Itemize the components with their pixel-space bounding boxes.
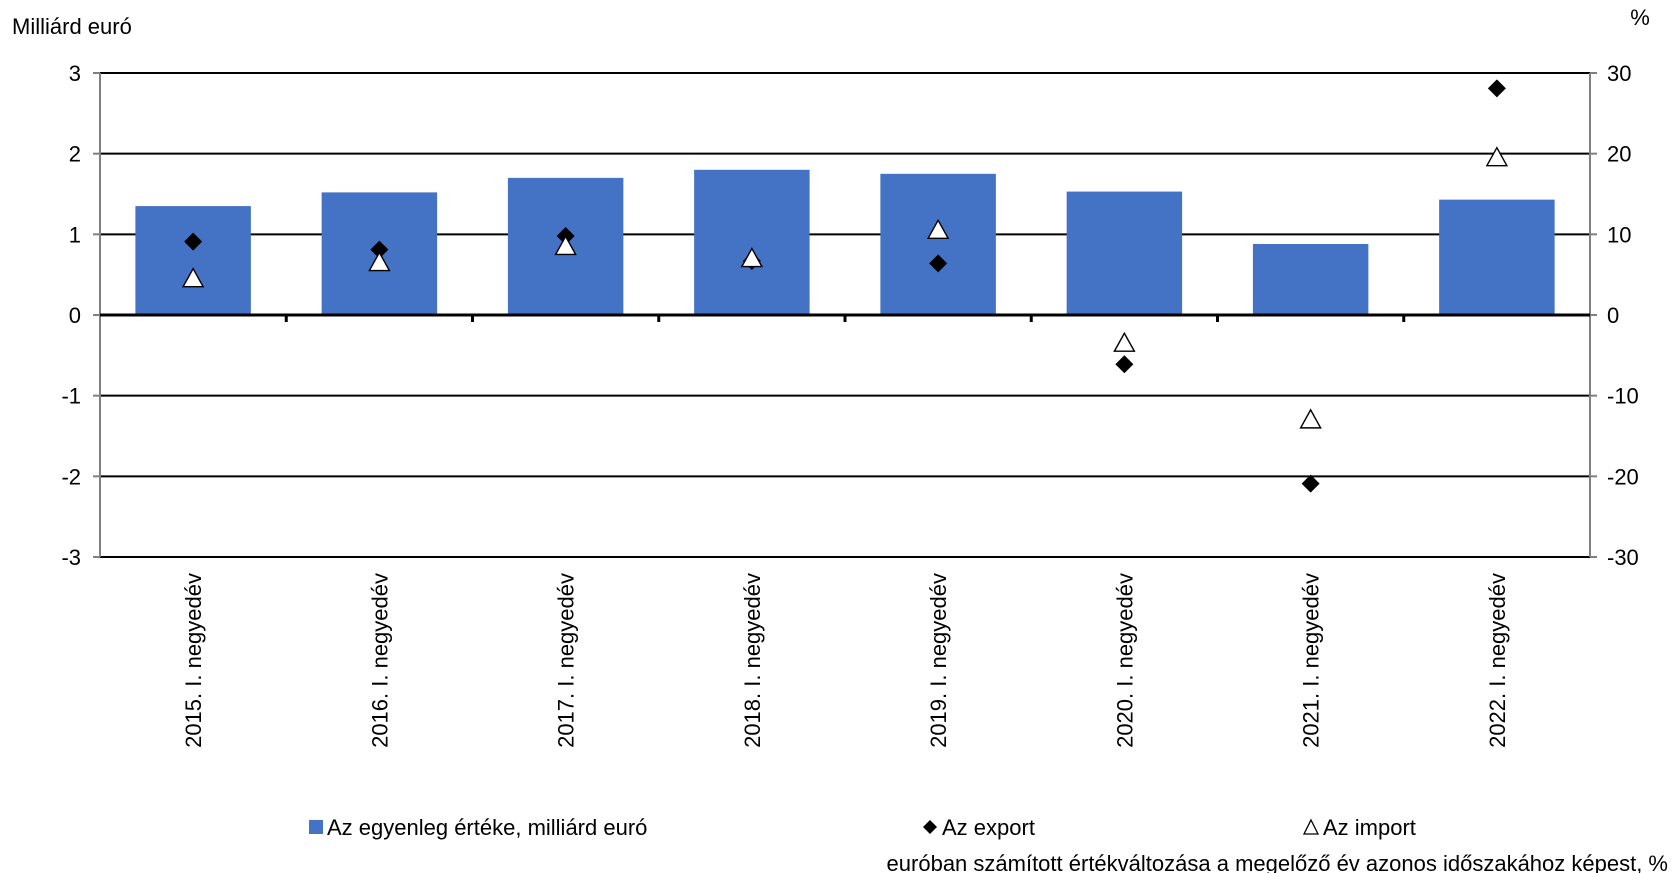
right-tick-label: 0 <box>1607 303 1619 328</box>
import-marker <box>740 247 764 268</box>
right-axis-title: % <box>1630 5 1650 30</box>
export-marker <box>1487 79 1506 98</box>
import-marker <box>554 234 577 256</box>
legend-import-marker <box>1302 818 1320 835</box>
right-tick-label: -30 <box>1607 545 1639 570</box>
marker-series <box>181 79 1509 493</box>
legend: Az egyenleg értéke, milliárd euró Az exp… <box>309 815 1668 873</box>
export-marker <box>370 240 389 259</box>
left-tick-label: -3 <box>61 545 81 570</box>
left-tick-label: -2 <box>61 464 81 489</box>
legend-import-label: Az import <box>1323 815 1416 840</box>
axes <box>93 72 1597 558</box>
left-tick-label: 3 <box>69 61 81 86</box>
right-tick-label: 30 <box>1607 61 1631 86</box>
bar <box>880 173 996 315</box>
category-label: 2022. I. negyedév <box>1485 573 1510 748</box>
left-tick-label: -1 <box>61 384 81 409</box>
category-label: 2020. I. negyedév <box>1112 573 1137 748</box>
legend-export-label: Az export <box>942 815 1035 840</box>
import-marker <box>926 218 950 239</box>
import-marker <box>181 267 205 288</box>
right-tick-label: -20 <box>1607 464 1639 489</box>
import-marker <box>1485 146 1509 167</box>
export-marker <box>929 254 948 273</box>
left-axis-title: Milliárd euró <box>12 14 132 39</box>
category-label: 2018. I. negyedév <box>740 573 765 748</box>
bar <box>1252 244 1369 315</box>
import-marker <box>1299 408 1322 429</box>
bar <box>135 206 251 315</box>
legend-export-marker <box>923 820 937 834</box>
left-axis-ticks: 3 2 1 0 -1 -2 -3 <box>61 61 81 570</box>
category-axis-labels: 2015. I. negyedév 2016. I. negyedév 2017. … <box>181 573 1510 748</box>
left-tick-label: 1 <box>69 222 81 247</box>
category-label: 2021. I. negyedév <box>1299 573 1324 748</box>
right-tick-label: 20 <box>1607 142 1631 167</box>
export-marker <box>1115 355 1134 374</box>
import-marker <box>368 251 391 272</box>
category-label: 2015. I. negyedév <box>181 573 206 748</box>
legend-note: euróban számított értékváltozása a megel… <box>887 851 1668 873</box>
bar <box>1439 199 1555 315</box>
right-axis-ticks: 30 20 10 0 -10 -20 -30 <box>1607 61 1639 570</box>
category-label: 2019. I. negyedév <box>926 573 951 748</box>
bar <box>1066 191 1183 315</box>
legend-bar-swatch <box>309 820 323 834</box>
bar <box>694 169 810 315</box>
bar-series <box>135 169 1555 315</box>
left-tick-label: 2 <box>69 142 81 167</box>
category-label: 2017. I. negyedév <box>554 573 579 748</box>
legend-bar-label: Az egyenleg értéke, milliárd euró <box>327 815 647 840</box>
export-marker <box>1301 474 1320 493</box>
right-tick-label: 10 <box>1607 222 1631 247</box>
right-tick-label: -10 <box>1607 384 1639 409</box>
category-label: 2016. I. negyedév <box>367 573 392 748</box>
import-marker <box>1113 331 1136 352</box>
export-marker <box>184 232 203 251</box>
left-tick-label: 0 <box>69 303 81 328</box>
